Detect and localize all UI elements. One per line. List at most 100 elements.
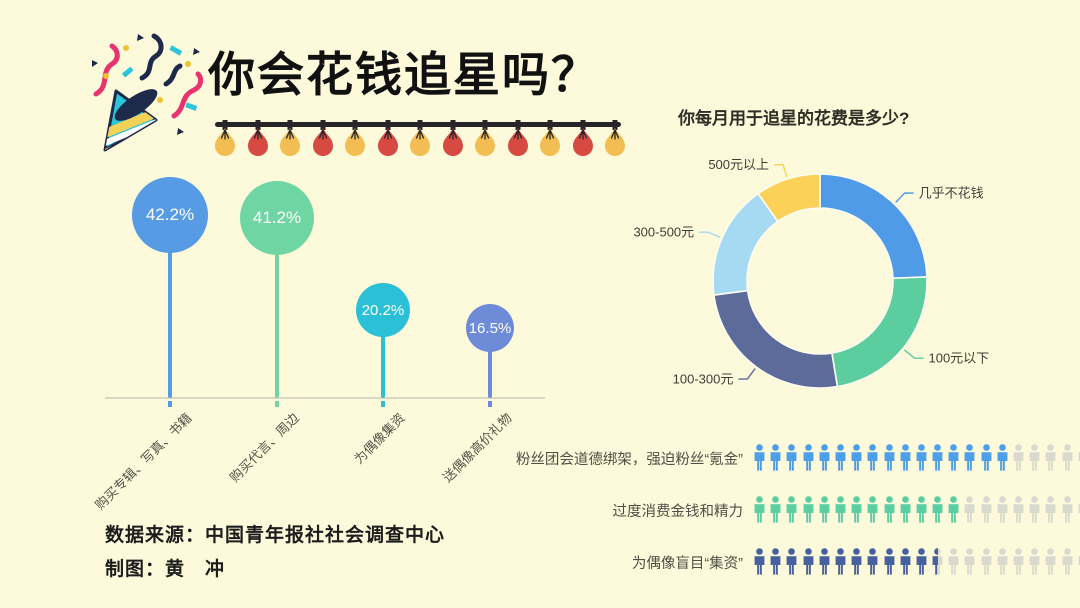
- string-lights-decoration: [215, 118, 625, 164]
- person-icon-cell: [769, 444, 782, 471]
- person-icon-cell: [1028, 548, 1041, 575]
- person-icon: [948, 496, 959, 523]
- lollipop-stem: [381, 310, 385, 398]
- donut-label-leader: [738, 368, 756, 380]
- person-icon: [803, 548, 813, 575]
- person-icon-cell: [883, 496, 896, 523]
- person-icon-fill: [899, 496, 912, 523]
- person-icon: [786, 548, 797, 575]
- person-icon-fill: [996, 444, 1009, 471]
- person-icon-cell: [1061, 548, 1074, 575]
- person-icon: [867, 496, 878, 523]
- person-icon-cell: [963, 548, 976, 575]
- person-icon-fill: [947, 444, 960, 471]
- person-icon: [884, 548, 894, 575]
- person-icon: [916, 548, 927, 575]
- person-icon: [819, 548, 830, 575]
- person-icon-fill: [802, 444, 815, 471]
- person-icon: [754, 496, 765, 523]
- donut-slice-label: 100-300元: [673, 372, 734, 387]
- lollipop-bubble: 16.5%: [466, 304, 514, 352]
- pictograph-row-label: 粉丝团会道德绑架，强迫粉丝“氪金”: [515, 451, 743, 468]
- person-icon-cell: [915, 444, 928, 471]
- person-icon-cell: [1028, 496, 1041, 523]
- person-icon-cell: [1044, 548, 1057, 575]
- person-icon-cell: [980, 496, 993, 523]
- light-bulb-icon: [507, 120, 528, 156]
- person-icon-cell: [1061, 444, 1074, 471]
- pictograph-row: 过度消费金钱和精力: [505, 495, 1080, 525]
- donut-label-leader: [903, 349, 924, 359]
- person-icon: [932, 444, 943, 471]
- person-icon: [819, 496, 830, 523]
- person-icon: [981, 496, 992, 523]
- person-icon-fill: [818, 548, 831, 575]
- pictograph-icons: [753, 496, 1080, 524]
- x-axis-tick: [275, 401, 279, 407]
- person-icon-fill: [850, 496, 863, 523]
- person-icon-cell: [1028, 444, 1041, 471]
- person-icon: [770, 444, 781, 471]
- lollipop-stem: [275, 218, 279, 398]
- x-axis-line: [105, 397, 545, 399]
- person-icon: [1029, 496, 1040, 523]
- person-icon: [1013, 548, 1024, 575]
- person-icon-fill: [802, 548, 815, 575]
- person-icon: [997, 444, 1008, 471]
- person-icon: [1062, 444, 1072, 471]
- light-bulb-icon: [572, 120, 593, 156]
- person-icon-fill: [785, 444, 798, 471]
- person-icon: [997, 496, 1008, 523]
- person-icon-cell: [883, 548, 896, 575]
- person-icon: [770, 496, 781, 523]
- person-icon: [900, 444, 911, 471]
- person-icon-cell: [1061, 496, 1074, 523]
- person-icon: [1029, 548, 1040, 575]
- person-icon-fill: [769, 444, 782, 471]
- person-icon-cell: [785, 496, 798, 523]
- person-icon: [754, 444, 765, 471]
- person-icon: [948, 444, 959, 471]
- person-icon-cell: [931, 548, 944, 575]
- person-icon-cell: [1044, 444, 1057, 471]
- person-icon: [1045, 496, 1056, 523]
- x-axis-tick: [168, 401, 172, 407]
- person-icon-cell: [931, 496, 944, 523]
- pictograph-row: 为偶像盲目“集资”: [505, 547, 1080, 577]
- person-icon-cell: [1012, 548, 1025, 575]
- person-icon-fill: [915, 548, 928, 575]
- person-icon-fill: [769, 496, 782, 523]
- donut-slice-label: 几乎不花钱: [919, 186, 984, 201]
- category-label: 送偶像高价礼物: [439, 410, 515, 486]
- person-icon: [851, 496, 862, 523]
- donut-chart: 几乎不花钱 100元以下 100-300元 300-500元 500元以上: [633, 157, 989, 389]
- person-icon-fill: [963, 444, 976, 471]
- light-bulb-icon: [475, 120, 495, 156]
- person-icon-fill: [866, 548, 879, 575]
- person-icon: [1045, 444, 1056, 471]
- party-popper-icon: [92, 33, 204, 152]
- person-icon-cell: [769, 548, 782, 575]
- person-icon: [851, 444, 862, 471]
- light-bulb-icon: [540, 120, 560, 156]
- person-icon-cell: [866, 496, 879, 523]
- person-icon-fill: [834, 444, 847, 471]
- person-icon-fill: [769, 548, 782, 575]
- person-icon-fill: [931, 496, 944, 523]
- person-icon: [900, 496, 911, 523]
- person-icon-cell: [915, 496, 928, 523]
- person-icon-cell: [947, 444, 960, 471]
- person-icon-cell: [753, 444, 766, 471]
- person-icon-cell: [802, 548, 815, 575]
- person-icon: [981, 548, 992, 575]
- donut-slice-label: 300-500元: [633, 225, 694, 240]
- person-icon-fill: [883, 444, 896, 471]
- person-icon-cell: [980, 548, 993, 575]
- person-icon-cell: [963, 496, 976, 523]
- person-icon: [932, 548, 938, 575]
- person-icon-fill: [866, 444, 879, 471]
- person-icon: [1013, 444, 1024, 471]
- light-bulb-icon: [312, 120, 333, 156]
- person-icon-cell: [947, 496, 960, 523]
- person-icon: [786, 496, 797, 523]
